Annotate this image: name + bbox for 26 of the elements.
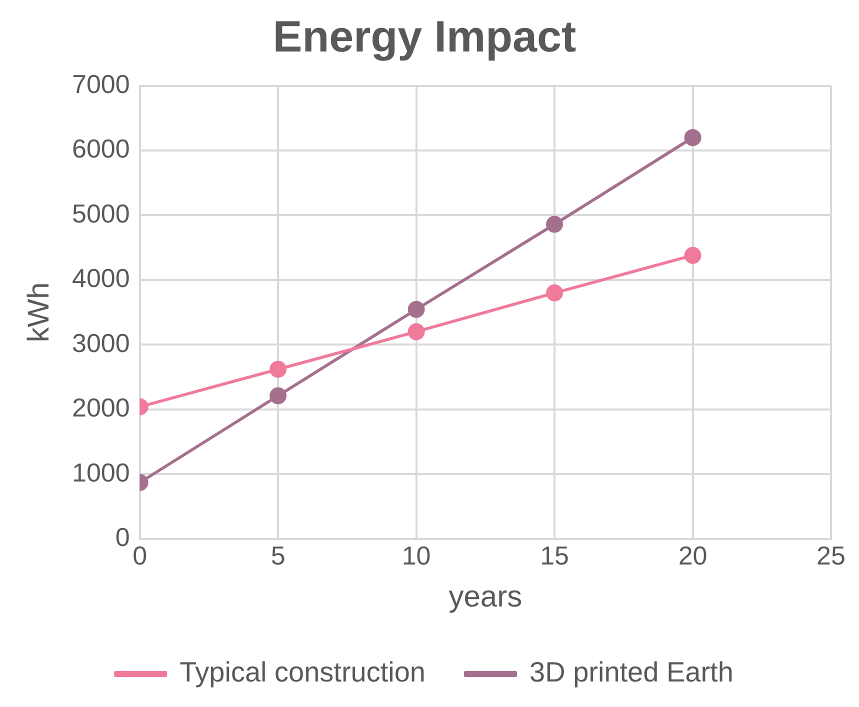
x-tick-label: 20 [678, 540, 708, 571]
y-tick-label: 0 [115, 522, 130, 552]
y-tick-label: 5000 [72, 198, 130, 228]
y-tick-label: 3000 [72, 328, 130, 358]
point [684, 246, 702, 264]
point [684, 129, 702, 146]
point [546, 284, 564, 302]
y-tick-label: 2000 [72, 392, 130, 423]
y-tick-label: 1000 [72, 457, 130, 488]
y-axis-title: kWh [22, 282, 56, 342]
point [270, 360, 287, 378]
x-tick-label: 5 [270, 540, 286, 571]
y-tick-label: 4000 [72, 263, 130, 294]
x-tick-label: 15 [540, 540, 569, 571]
chart-title: Energy Impact [272, 12, 576, 62]
legend-label: Typical construction [180, 656, 426, 688]
point [408, 300, 425, 318]
x-tick-label: 10 [402, 540, 431, 571]
point [408, 323, 425, 340]
point [270, 387, 287, 404]
y-tick-label: 6000 [72, 134, 130, 164]
x-axis-title: years [448, 580, 522, 614]
y-tick-label: 7000 [72, 68, 130, 99]
x-tick-label: 25 [816, 540, 846, 571]
legend-label: 3D printed Earth [530, 656, 734, 688]
point [546, 216, 564, 233]
